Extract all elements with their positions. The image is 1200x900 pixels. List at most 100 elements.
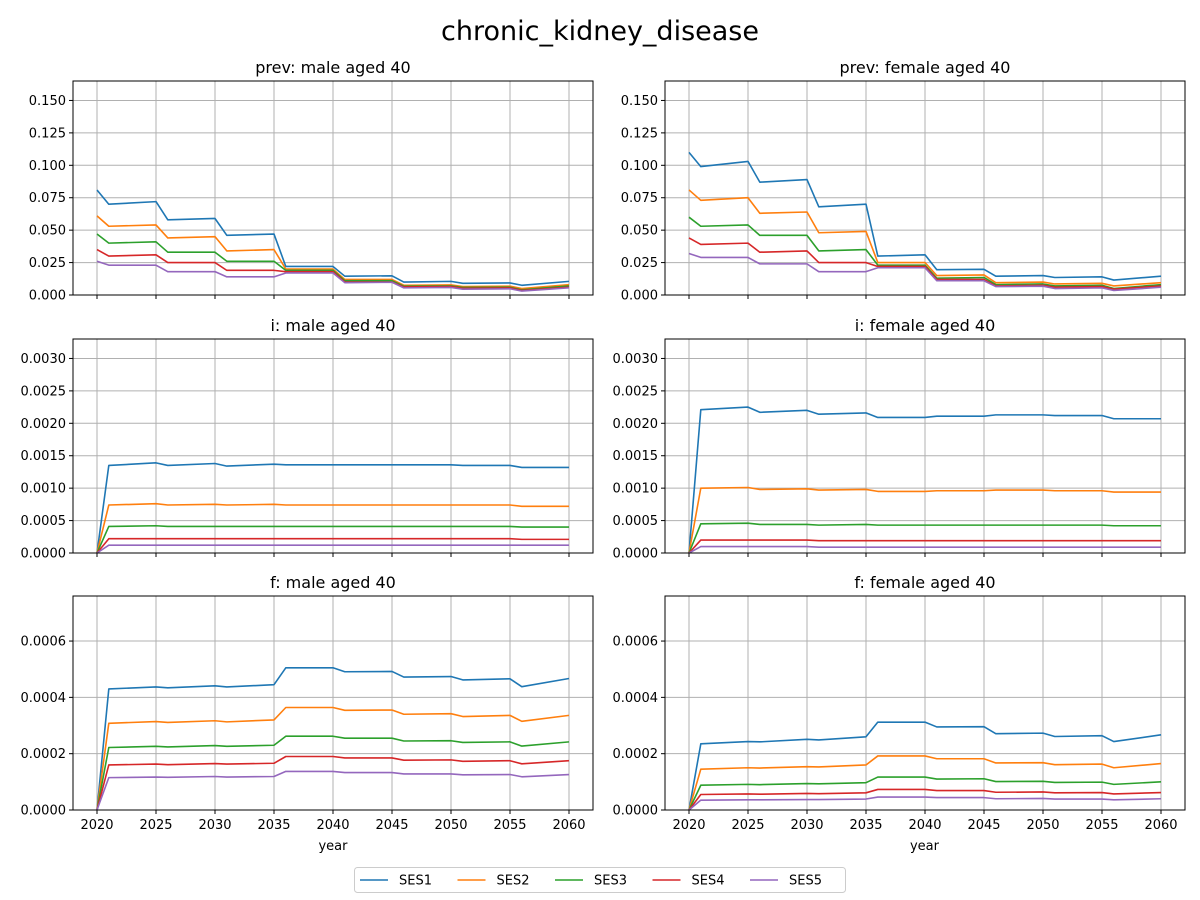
y-tick-label: 0.0000 (21, 804, 67, 819)
y-ticks: 0.0000 0.0002 0.0004 0.0006 (21, 635, 73, 819)
y-tick-label: 0.025 (621, 256, 658, 271)
subplot-title: i: female aged 40 (855, 316, 996, 335)
series-line-ses3 (688, 216, 1162, 290)
legend-item-ses1: SES1 (360, 874, 432, 889)
x-tick-label: 2050 (434, 818, 467, 833)
y-ticks: 0.000 0.025 0.050 0.075 0.100 0.125 0.150 (29, 94, 73, 304)
series-line-ses4 (688, 237, 1162, 290)
y-tick-label: 0.0020 (21, 417, 67, 432)
x-tick-label: 2030 (198, 818, 231, 833)
x-ticks (96, 553, 570, 557)
x-axis-label-right: year (910, 839, 940, 854)
y-tick-label: 0.0010 (613, 482, 659, 497)
subplot-4: 0.0000 0.0005 0.0010 0.0015 0.0020 0.0025 0.00… (613, 316, 1186, 562)
y-tick-label: 0.0006 (613, 635, 659, 650)
series-line-ses5 (688, 796, 1162, 811)
x-tick-label: 2020 (672, 818, 705, 833)
y-tick-label: 0.000 (621, 289, 658, 304)
series-line-ses2 (688, 755, 1162, 811)
series-line-ses3 (688, 776, 1162, 811)
series-line-ses2 (96, 502, 569, 554)
x-ticks: 2020 2025 2030 2035 2040 2045 2050 2055 2060 (80, 810, 586, 833)
series-lines (688, 721, 1162, 811)
y-ticks: 0.0000 0.0005 0.0010 0.0015 0.0020 0.0025 0.00… (613, 352, 665, 562)
series-line-ses1 (688, 406, 1161, 554)
x-tick-label: 2060 (1144, 818, 1177, 833)
y-tick-label: 0.0004 (613, 691, 659, 706)
x-tick-label: 2060 (552, 818, 585, 833)
series-line-ses3 (688, 522, 1161, 554)
series-line-ses1 (96, 189, 570, 287)
series-line-ses4 (96, 755, 570, 811)
y-tick-label: 0.0000 (613, 547, 659, 562)
x-tick-label: 2035 (849, 818, 882, 833)
x-tick-label: 2055 (1085, 818, 1118, 833)
series-lines (96, 462, 569, 554)
y-tick-label: 0.150 (621, 94, 658, 109)
y-tick-label: 0.150 (29, 94, 66, 109)
subplot-title: f: male aged 40 (270, 573, 396, 592)
y-ticks: 0.000 0.025 0.050 0.075 0.100 0.125 0.150 (621, 94, 665, 304)
y-tick-label: 0.025 (29, 256, 66, 271)
x-ticks: 2020 2025 2030 2035 2040 2045 2050 2055 2060 (672, 810, 1178, 833)
y-tick-label: 0.100 (29, 159, 66, 174)
y-ticks: 0.0000 0.0002 0.0004 0.0006 (613, 635, 665, 819)
gridlines (73, 81, 593, 296)
y-tick-label: 0.0030 (21, 352, 67, 367)
series-line-ses4 (96, 537, 569, 554)
series-line-ses2 (96, 706, 570, 811)
subplot-title: prev: male aged 40 (255, 58, 410, 77)
figure-title: chronic_kidney_disease (441, 16, 759, 47)
y-tick-label: 0.075 (29, 191, 66, 206)
series-line-ses3 (96, 524, 569, 554)
y-tick-label: 0.125 (29, 126, 66, 141)
series-line-ses1 (688, 721, 1162, 811)
legend-label: SES4 (692, 874, 725, 889)
y-tick-label: 0.125 (621, 126, 658, 141)
x-tick-label: 2040 (908, 818, 941, 833)
series-lines (688, 151, 1162, 292)
gridlines (73, 339, 593, 554)
subplot-2: 0.000 0.025 0.050 0.075 0.100 0.125 0.150 prev:… (621, 58, 1186, 304)
legend-box (354, 867, 846, 893)
subplot-1: 0.000 0.025 0.050 0.075 0.100 0.125 0.150 prev:… (29, 58, 594, 304)
y-tick-label: 0.0006 (21, 635, 67, 650)
series-line-ses2 (688, 189, 1162, 287)
y-tick-label: 0.0000 (21, 547, 67, 562)
series-line-ses5 (688, 252, 1162, 292)
x-axis-labels: year year (318, 839, 939, 854)
subplot-title: i: male aged 40 (270, 316, 395, 335)
series-line-ses5 (96, 260, 570, 292)
legend-item-ses5: SES5 (750, 874, 822, 889)
x-axis-label-left: year (318, 839, 348, 854)
y-tick-label: 0.100 (621, 159, 658, 174)
legend-item-ses3: SES3 (555, 874, 627, 889)
x-ticks (688, 553, 1162, 557)
y-tick-label: 0.0020 (613, 417, 659, 432)
legend-item-ses2: SES2 (457, 874, 530, 889)
x-tick-label: 2030 (790, 818, 823, 833)
legend-label: SES2 (497, 874, 530, 889)
legend-label: SES3 (594, 874, 627, 889)
x-tick-label: 2035 (257, 818, 290, 833)
y-tick-label: 0.0002 (613, 747, 659, 762)
gridlines (665, 596, 1185, 811)
x-tick-label: 2025 (731, 818, 764, 833)
series-line-ses1 (96, 462, 569, 554)
subplot-title: f: female aged 40 (854, 573, 995, 592)
y-tick-label: 0.0002 (21, 747, 67, 762)
y-tick-label: 0.0025 (613, 384, 659, 399)
subplot-3: 0.0000 0.0005 0.0010 0.0015 0.0020 0.0025 0.00… (21, 316, 594, 562)
y-tick-label: 0.0000 (613, 804, 659, 819)
legend: SES1 SES2 SES3 SES4 SES5 (354, 867, 846, 893)
x-tick-label: 2020 (80, 818, 113, 833)
y-tick-label: 0.000 (29, 289, 66, 304)
x-tick-label: 2040 (316, 818, 349, 833)
panels: 0.000 0.025 0.050 0.075 0.100 0.125 0.150 prev:… (21, 58, 1186, 833)
y-tick-label: 0.0005 (21, 514, 67, 529)
y-tick-label: 0.050 (29, 224, 66, 239)
y-tick-label: 0.0030 (613, 352, 659, 367)
series-line-ses5 (688, 545, 1161, 554)
y-tick-label: 0.0015 (21, 449, 67, 464)
